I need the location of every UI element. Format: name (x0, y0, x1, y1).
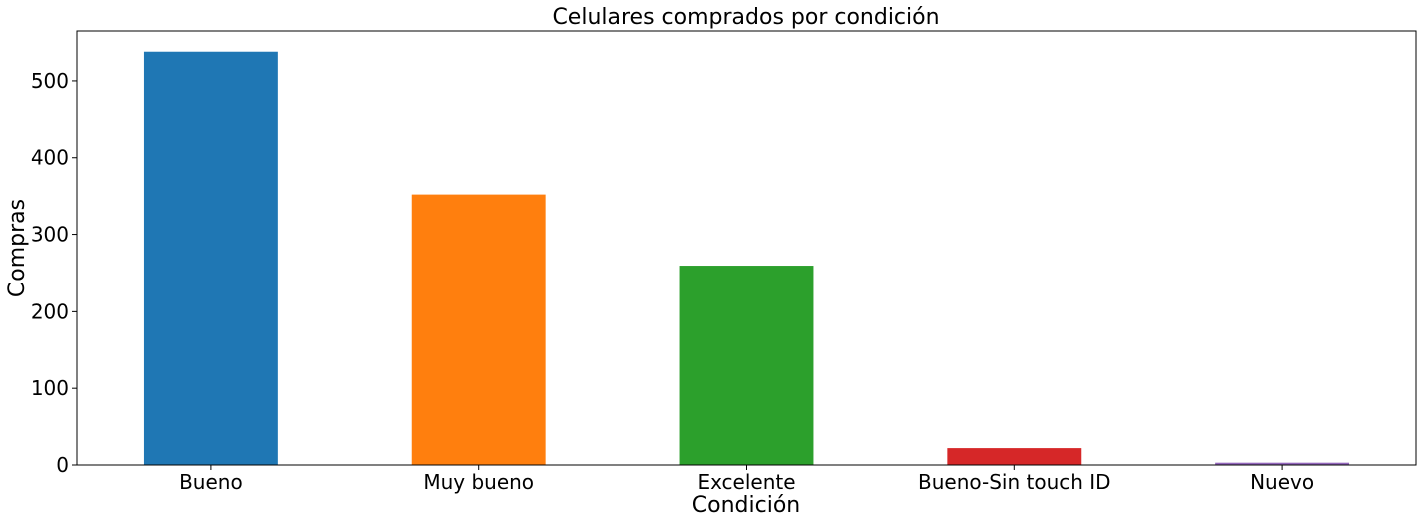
plot-area-frame (76, 30, 1417, 466)
bar-muy-bueno (411, 194, 546, 465)
y-tick-label-0: 0 (56, 453, 69, 477)
x-tick-label-bueno: Bueno (179, 470, 243, 494)
y-axis-title: Compras (5, 199, 30, 297)
bar-excelente (679, 266, 814, 465)
x-axis-ticks: Bueno Muy bueno Excelente Bueno-Sin touch I… (179, 465, 1314, 494)
x-tick-label-muy-bueno: Muy bueno (423, 470, 534, 494)
x-axis-title: Condición (692, 493, 800, 518)
y-tick-label-200: 200 (31, 299, 69, 323)
chart-title: Celulares comprados por condición (552, 5, 939, 30)
x-tick-label-excelente: Excelente (697, 470, 795, 494)
y-tick-label-100: 100 (31, 376, 69, 400)
bar-bueno-sin-touch-id (947, 448, 1082, 465)
y-axis-ticks: 0 100 200 300 400 500 (31, 69, 77, 477)
y-tick-label-300: 300 (31, 223, 69, 247)
y-tick-label-400: 400 (31, 146, 69, 170)
bar-bueno (143, 51, 278, 466)
bar-nuevo (1215, 462, 1350, 465)
y-tick-label-500: 500 (31, 69, 69, 93)
x-tick-label-bueno-sin-touch-id: Bueno-Sin touch ID (918, 470, 1111, 494)
bars-layer (143, 51, 1350, 466)
x-tick-label-nuevo: Nuevo (1250, 470, 1314, 494)
